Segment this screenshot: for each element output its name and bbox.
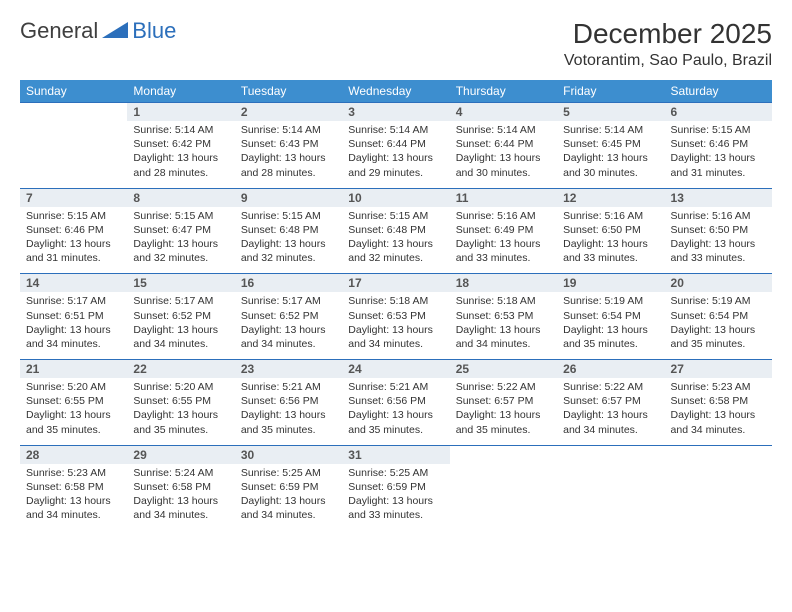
day-number-cell: 9 <box>235 188 342 207</box>
day-content-cell: Sunrise: 5:14 AMSunset: 6:42 PMDaylight:… <box>127 121 234 188</box>
logo: General Blue <box>20 18 176 44</box>
day-number-cell: 16 <box>235 274 342 293</box>
day-number-cell: 20 <box>665 274 772 293</box>
day-number-cell <box>557 445 664 464</box>
day-number-cell: 7 <box>20 188 127 207</box>
logo-text-blue: Blue <box>132 18 176 44</box>
day-number-cell: 31 <box>342 445 449 464</box>
day-content-cell <box>450 464 557 531</box>
day-number-cell: 23 <box>235 360 342 379</box>
day-content-cell: Sunrise: 5:15 AMSunset: 6:46 PMDaylight:… <box>20 207 127 274</box>
day-content-cell: Sunrise: 5:17 AMSunset: 6:52 PMDaylight:… <box>235 292 342 359</box>
weekday-header: Wednesday <box>342 80 449 103</box>
weekday-header: Tuesday <box>235 80 342 103</box>
day-content-cell: Sunrise: 5:14 AMSunset: 6:44 PMDaylight:… <box>450 121 557 188</box>
day-content-row: Sunrise: 5:15 AMSunset: 6:46 PMDaylight:… <box>20 207 772 274</box>
page-title: December 2025 <box>564 18 772 50</box>
day-number-cell: 28 <box>20 445 127 464</box>
day-number-cell: 21 <box>20 360 127 379</box>
day-content-cell: Sunrise: 5:16 AMSunset: 6:49 PMDaylight:… <box>450 207 557 274</box>
daynum-row: 123456 <box>20 103 772 122</box>
day-number-cell <box>450 445 557 464</box>
daynum-row: 28293031 <box>20 445 772 464</box>
day-content-cell: Sunrise: 5:15 AMSunset: 6:48 PMDaylight:… <box>342 207 449 274</box>
day-content-cell: Sunrise: 5:24 AMSunset: 6:58 PMDaylight:… <box>127 464 234 531</box>
day-content-row: Sunrise: 5:14 AMSunset: 6:42 PMDaylight:… <box>20 121 772 188</box>
day-number-cell <box>20 103 127 122</box>
day-content-cell <box>557 464 664 531</box>
location-subtitle: Votorantim, Sao Paulo, Brazil <box>564 52 772 70</box>
day-content-cell: Sunrise: 5:14 AMSunset: 6:45 PMDaylight:… <box>557 121 664 188</box>
day-content-cell: Sunrise: 5:21 AMSunset: 6:56 PMDaylight:… <box>342 378 449 445</box>
day-content-row: Sunrise: 5:17 AMSunset: 6:51 PMDaylight:… <box>20 292 772 359</box>
day-content-cell: Sunrise: 5:21 AMSunset: 6:56 PMDaylight:… <box>235 378 342 445</box>
day-content-cell: Sunrise: 5:15 AMSunset: 6:47 PMDaylight:… <box>127 207 234 274</box>
day-number-cell <box>665 445 772 464</box>
logo-text-general: General <box>20 18 98 44</box>
day-content-row: Sunrise: 5:20 AMSunset: 6:55 PMDaylight:… <box>20 378 772 445</box>
triangle-icon <box>102 20 128 43</box>
day-number-cell: 12 <box>557 188 664 207</box>
day-number-cell: 13 <box>665 188 772 207</box>
day-number-cell: 4 <box>450 103 557 122</box>
day-content-cell: Sunrise: 5:15 AMSunset: 6:46 PMDaylight:… <box>665 121 772 188</box>
day-number-cell: 11 <box>450 188 557 207</box>
day-content-cell: Sunrise: 5:16 AMSunset: 6:50 PMDaylight:… <box>665 207 772 274</box>
day-number-cell: 25 <box>450 360 557 379</box>
day-content-cell <box>20 121 127 188</box>
day-number-cell: 29 <box>127 445 234 464</box>
weekday-header: Sunday <box>20 80 127 103</box>
day-number-cell: 18 <box>450 274 557 293</box>
title-block: December 2025 Votorantim, Sao Paulo, Bra… <box>564 18 772 70</box>
day-number-cell: 15 <box>127 274 234 293</box>
day-number-cell: 26 <box>557 360 664 379</box>
day-content-cell: Sunrise: 5:20 AMSunset: 6:55 PMDaylight:… <box>127 378 234 445</box>
header: General Blue December 2025 Votorantim, S… <box>20 18 772 70</box>
day-content-cell: Sunrise: 5:22 AMSunset: 6:57 PMDaylight:… <box>557 378 664 445</box>
day-content-cell: Sunrise: 5:16 AMSunset: 6:50 PMDaylight:… <box>557 207 664 274</box>
day-content-cell: Sunrise: 5:17 AMSunset: 6:52 PMDaylight:… <box>127 292 234 359</box>
day-number-cell: 8 <box>127 188 234 207</box>
day-number-cell: 22 <box>127 360 234 379</box>
day-content-row: Sunrise: 5:23 AMSunset: 6:58 PMDaylight:… <box>20 464 772 531</box>
weekday-header: Friday <box>557 80 664 103</box>
calendar-body: 123456Sunrise: 5:14 AMSunset: 6:42 PMDay… <box>20 103 772 531</box>
day-number-cell: 30 <box>235 445 342 464</box>
weekday-header: Monday <box>127 80 234 103</box>
weekday-header: Saturday <box>665 80 772 103</box>
day-content-cell: Sunrise: 5:15 AMSunset: 6:48 PMDaylight:… <box>235 207 342 274</box>
day-number-cell: 27 <box>665 360 772 379</box>
daynum-row: 21222324252627 <box>20 360 772 379</box>
day-number-cell: 5 <box>557 103 664 122</box>
day-content-cell: Sunrise: 5:19 AMSunset: 6:54 PMDaylight:… <box>557 292 664 359</box>
day-number-cell: 10 <box>342 188 449 207</box>
day-number-cell: 3 <box>342 103 449 122</box>
day-number-cell: 6 <box>665 103 772 122</box>
day-content-cell: Sunrise: 5:14 AMSunset: 6:43 PMDaylight:… <box>235 121 342 188</box>
day-number-cell: 1 <box>127 103 234 122</box>
day-content-cell <box>665 464 772 531</box>
daynum-row: 78910111213 <box>20 188 772 207</box>
day-content-cell: Sunrise: 5:18 AMSunset: 6:53 PMDaylight:… <box>450 292 557 359</box>
day-content-cell: Sunrise: 5:18 AMSunset: 6:53 PMDaylight:… <box>342 292 449 359</box>
day-content-cell: Sunrise: 5:22 AMSunset: 6:57 PMDaylight:… <box>450 378 557 445</box>
day-number-cell: 17 <box>342 274 449 293</box>
day-number-cell: 24 <box>342 360 449 379</box>
day-content-cell: Sunrise: 5:14 AMSunset: 6:44 PMDaylight:… <box>342 121 449 188</box>
day-number-cell: 14 <box>20 274 127 293</box>
weekday-header: Thursday <box>450 80 557 103</box>
day-content-cell: Sunrise: 5:25 AMSunset: 6:59 PMDaylight:… <box>235 464 342 531</box>
daynum-row: 14151617181920 <box>20 274 772 293</box>
weekday-header-row: SundayMondayTuesdayWednesdayThursdayFrid… <box>20 80 772 103</box>
day-number-cell: 19 <box>557 274 664 293</box>
day-content-cell: Sunrise: 5:25 AMSunset: 6:59 PMDaylight:… <box>342 464 449 531</box>
day-content-cell: Sunrise: 5:19 AMSunset: 6:54 PMDaylight:… <box>665 292 772 359</box>
day-content-cell: Sunrise: 5:23 AMSunset: 6:58 PMDaylight:… <box>20 464 127 531</box>
day-content-cell: Sunrise: 5:20 AMSunset: 6:55 PMDaylight:… <box>20 378 127 445</box>
day-number-cell: 2 <box>235 103 342 122</box>
calendar-table: SundayMondayTuesdayWednesdayThursdayFrid… <box>20 80 772 530</box>
day-content-cell: Sunrise: 5:17 AMSunset: 6:51 PMDaylight:… <box>20 292 127 359</box>
day-content-cell: Sunrise: 5:23 AMSunset: 6:58 PMDaylight:… <box>665 378 772 445</box>
